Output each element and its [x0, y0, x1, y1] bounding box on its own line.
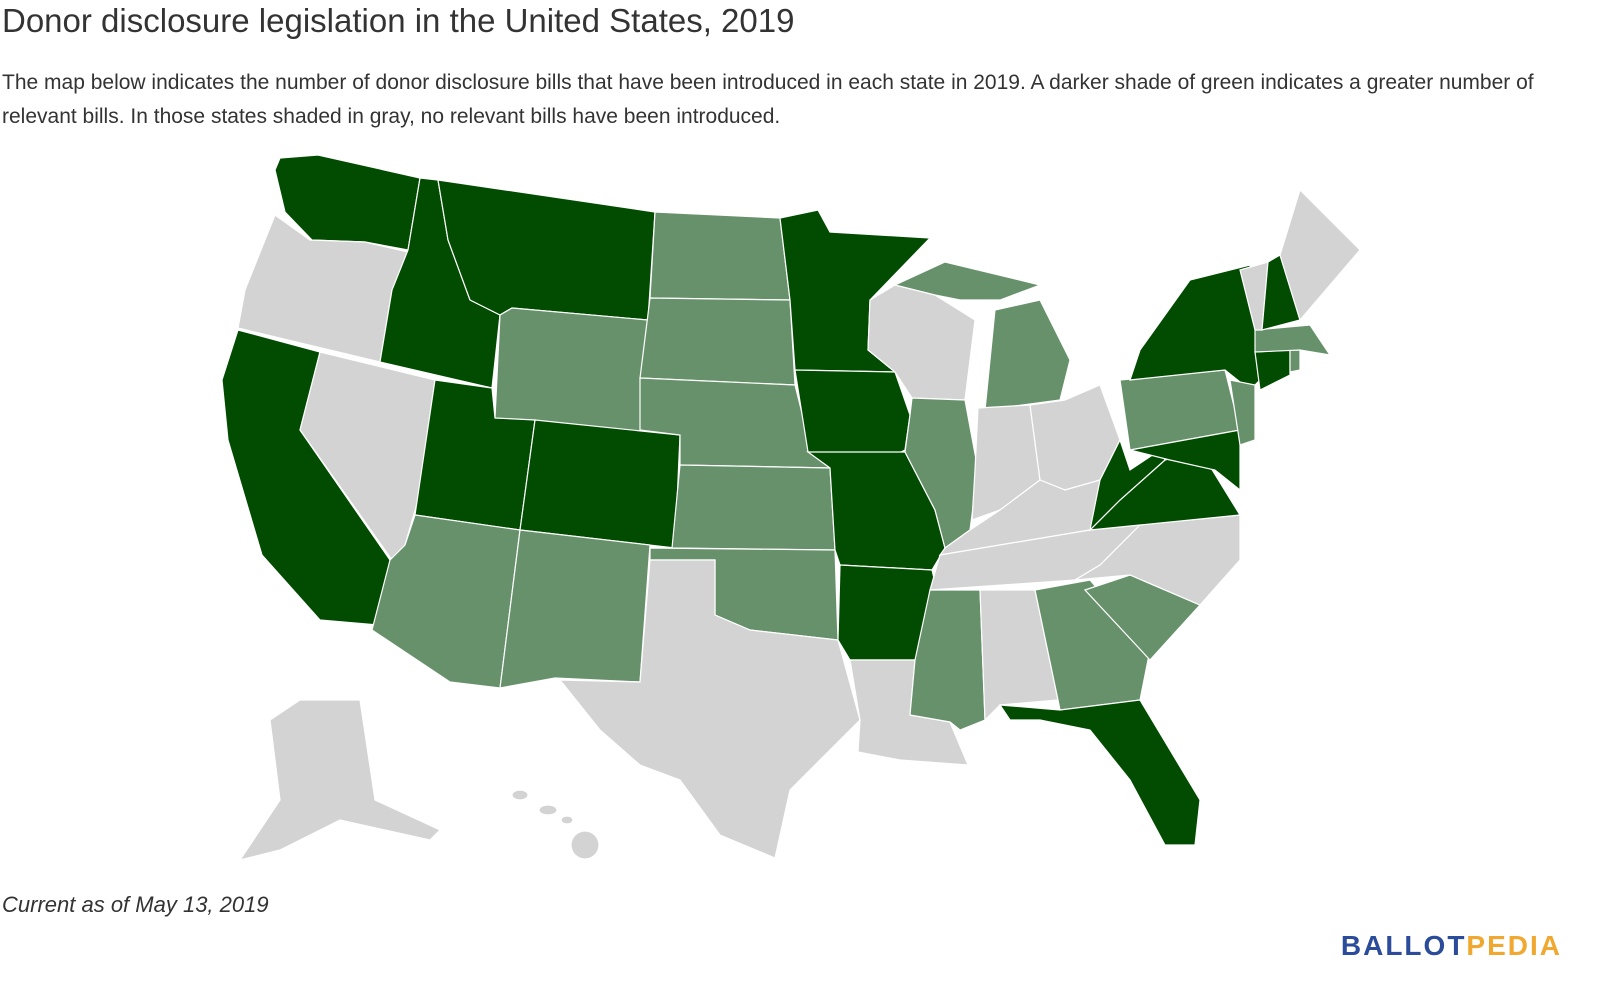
state [1254, 324, 1332, 356]
description: The map below indicates the number of do… [2, 71, 1534, 128]
logo: BALLOTPEDIA [1341, 930, 1562, 962]
logo-part: BALLOT [1340, 930, 1467, 961]
state [649, 211, 791, 301]
state [893, 261, 1043, 301]
title: Donor disclosure legislation in the Unit… [2, 2, 795, 39]
state [538, 804, 558, 816]
state [1089, 438, 1166, 532]
us-map [221, 154, 1361, 861]
state [558, 559, 861, 859]
state [1074, 514, 1241, 606]
state [437, 179, 656, 321]
footnote: Current as of May 13, 2019 [2, 892, 269, 917]
state [639, 297, 796, 386]
state [1279, 188, 1361, 322]
state [1129, 264, 1261, 391]
state [570, 830, 600, 860]
state [1254, 349, 1291, 391]
state [984, 299, 1071, 411]
state [1129, 429, 1241, 492]
state [979, 589, 1059, 722]
state [519, 419, 681, 549]
state [238, 699, 442, 861]
state [1289, 349, 1301, 373]
state [1229, 379, 1256, 446]
state [998, 699, 1201, 846]
state [499, 529, 651, 689]
state [511, 789, 529, 801]
state [560, 815, 574, 825]
logo-part: PEDIA [1466, 930, 1562, 961]
state [794, 369, 911, 456]
state [671, 464, 836, 551]
